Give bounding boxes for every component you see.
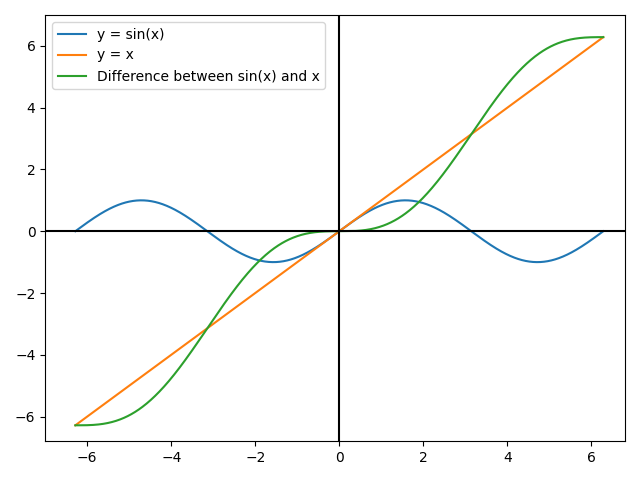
y = x bbox=[434, 156, 442, 162]
Difference between sin(x) and x bbox=[600, 34, 607, 40]
Difference between sin(x) and x bbox=[483, 108, 491, 114]
y = sin(x) bbox=[125, 199, 133, 204]
Difference between sin(x) and x bbox=[72, 422, 79, 428]
Difference between sin(x) and x bbox=[125, 412, 133, 418]
Difference between sin(x) and x bbox=[285, 237, 292, 242]
Difference between sin(x) and x bbox=[434, 178, 442, 184]
y = sin(x) bbox=[72, 228, 79, 234]
Difference between sin(x) and x bbox=[493, 96, 500, 101]
y = sin(x) bbox=[600, 228, 607, 234]
y = sin(x) bbox=[305, 249, 312, 255]
y = x bbox=[72, 422, 79, 428]
Line: y = sin(x): y = sin(x) bbox=[76, 200, 604, 262]
y = x bbox=[125, 383, 133, 389]
Line: y = x: y = x bbox=[76, 37, 604, 425]
y = x bbox=[285, 265, 292, 271]
y = x bbox=[493, 113, 500, 119]
y = sin(x) bbox=[435, 206, 442, 212]
Difference between sin(x) and x bbox=[304, 230, 312, 236]
y = x bbox=[483, 120, 491, 125]
Line: Difference between sin(x) and x: Difference between sin(x) and x bbox=[76, 37, 604, 425]
y = sin(x) bbox=[285, 257, 293, 263]
y = x bbox=[600, 34, 607, 40]
y = sin(x) bbox=[533, 259, 541, 265]
y = sin(x) bbox=[484, 240, 492, 246]
y = sin(x) bbox=[493, 246, 501, 252]
Legend: y = sin(x), y = x, Difference between sin(x) and x: y = sin(x), y = x, Difference between si… bbox=[52, 22, 325, 89]
y = x bbox=[304, 252, 312, 257]
y = sin(x) bbox=[138, 197, 145, 203]
